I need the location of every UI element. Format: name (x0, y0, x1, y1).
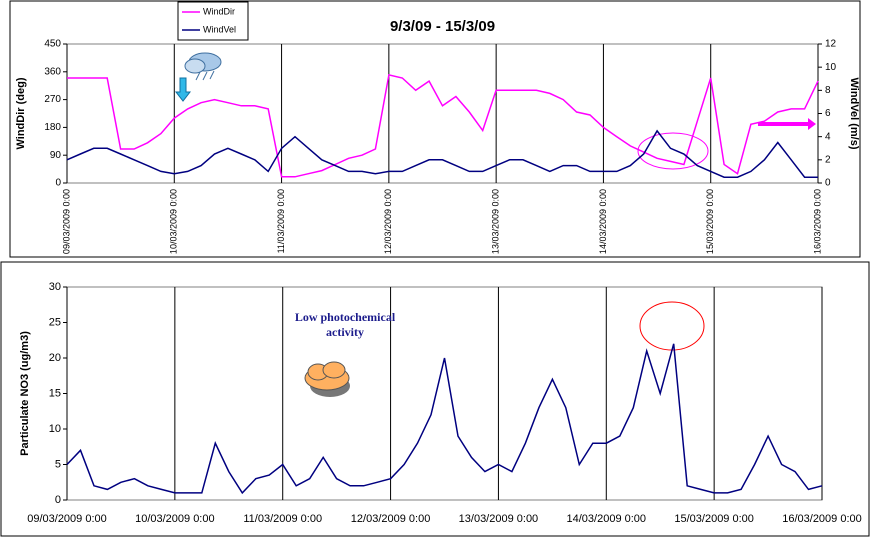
x-tick-label: 13/03/2009 0:00 (491, 189, 501, 254)
arrow (174, 77, 192, 102)
y2-tick-label: 2 (825, 154, 831, 165)
y-tick-label: 270 (44, 94, 61, 105)
frame (9, 0, 861, 258)
y2-tick-label: 10 (825, 62, 837, 73)
y-tick-label: 0 (55, 178, 61, 189)
x-tick-label: 11/03/2009 0:00 (243, 513, 322, 525)
chart-title: 9/3/09 - 15/3/09 (390, 18, 495, 35)
y2-tick-label: 4 (825, 131, 831, 142)
y-tick-label: 10 (49, 423, 61, 435)
x-tick-label: 16/03/2009 0:00 (782, 513, 862, 525)
y2-tick-label: 8 (825, 85, 831, 96)
series-line (66, 343, 823, 495)
y-tick-label: 5 (55, 458, 61, 470)
y-axis-label: WindDir (deg) (15, 77, 27, 149)
y-tick-label: 20 (49, 352, 61, 364)
y-tick-label: 30 (49, 281, 61, 293)
y-tick-label: 180 (44, 122, 61, 133)
cloud (304, 361, 350, 397)
y-tick-label: 450 (44, 39, 61, 50)
arrow (758, 118, 816, 130)
x-tick-label: 11/03/2009 0:00 (276, 189, 286, 253)
series-line (66, 129, 818, 178)
x-tick-label: 15/03/2009 0:00 (674, 513, 754, 525)
annotation: Low photochemical activity (294, 310, 396, 339)
y-tick-label: 0 (55, 494, 61, 506)
y-tick-label: 15 (49, 387, 61, 399)
series-line (67, 73, 819, 178)
x-tick-label: 13/03/2009 0:00 (459, 513, 539, 525)
frame (0, 261, 870, 537)
highlight-ellipse (639, 301, 705, 351)
y-tick-label: 25 (49, 316, 61, 328)
x-tick-label: 14/03/2009 0:00 (598, 189, 608, 254)
y2-tick-label: 0 (825, 178, 831, 189)
y2-axis-label: WindVel (m/s) (848, 77, 860, 149)
highlight-ellipse (637, 132, 709, 170)
x-tick-label: 15/03/2009 0:00 (705, 189, 715, 254)
x-tick-label: 09/03/2009 0:00 (27, 513, 107, 525)
y2-tick-label: 12 (825, 39, 837, 50)
legend-label: WindDir (203, 6, 235, 16)
y-tick-label: 360 (44, 66, 61, 77)
rain-cloud (184, 52, 222, 81)
x-tick-label: 09/03/2009 0:00 (61, 189, 71, 254)
y2-tick-label: 6 (825, 108, 831, 119)
y-tick-label: 90 (50, 150, 62, 161)
plot-area (66, 286, 823, 501)
x-tick-label: 14/03/2009 0:00 (567, 513, 647, 525)
x-tick-label: 10/03/2009 0:00 (135, 513, 215, 525)
legend-label: WindVel (203, 24, 236, 34)
x-tick-label: 12/03/2009 0:00 (383, 189, 393, 254)
y-axis-label: Particulate NO3 (ug/m3) (19, 331, 31, 456)
x-tick-label: 10/03/2009 0:00 (169, 189, 179, 254)
plot-area (66, 43, 819, 184)
x-tick-label: 16/03/2009 0:00 (812, 189, 822, 254)
legend-box (177, 1, 249, 41)
x-tick-label: 12/03/2009 0:00 (351, 513, 431, 525)
